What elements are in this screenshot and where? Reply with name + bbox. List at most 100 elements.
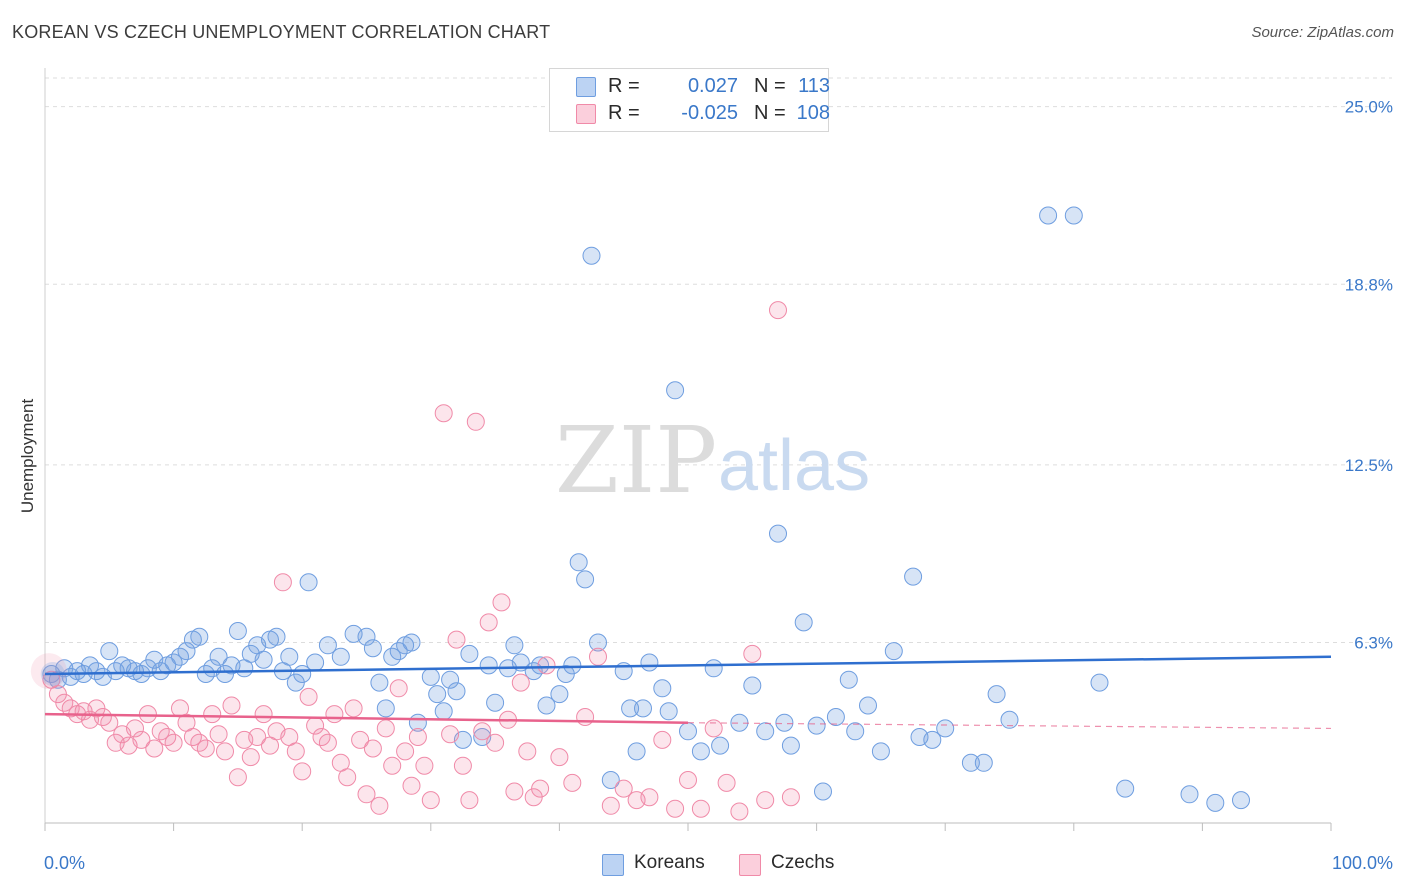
data-point [769,301,787,320]
data-point [1116,779,1135,798]
data-point [679,722,697,741]
legend-r-label: R = [608,75,640,97]
data-point [666,381,685,400]
data-point [781,788,800,807]
data-point [402,776,421,795]
data-point [518,742,537,761]
data-point [711,736,730,755]
data-point [974,753,993,772]
data-point [563,656,582,675]
y-tick-label: 18.8% [1345,275,1393,294]
data-point [447,630,466,649]
data-point [486,693,505,712]
data-point [743,644,762,663]
data-point [679,771,697,789]
data-point [357,627,376,646]
bottom-legend-swatch-czechs [739,854,761,876]
data-point [306,653,325,672]
data-point [325,705,344,724]
data-point [505,636,524,655]
data-point [704,659,723,678]
data-point [653,679,672,698]
data-point [460,644,479,663]
data-point [550,685,569,704]
data-point [576,570,595,589]
legend-n-value-czechs: 108 [796,102,830,124]
legend-swatch-czechs [576,104,596,124]
data-point [138,705,157,724]
data-point [884,642,903,661]
data-point [273,573,292,592]
data-point [376,719,395,738]
data-point [318,636,337,655]
data-point [126,719,144,738]
data-point [537,656,556,675]
data-point [807,716,826,735]
data-point [318,733,337,752]
watermark-zip: ZIP [555,407,717,514]
data-point [589,647,607,666]
legend-n-value-koreans: 113 [798,75,830,97]
data-point [209,725,228,744]
data-point [408,728,427,746]
x-tick-label: 100.0% [1332,853,1393,873]
y-tick-label: 6.3% [1354,633,1393,652]
data-point [961,753,980,772]
legend-r-label: R = [608,102,640,124]
data-point [717,773,736,792]
chart-source: Source: ZipAtlas.com [1251,24,1394,41]
trend-line-czechs [44,712,689,724]
data-point [859,696,877,715]
data-point [1180,785,1199,804]
series-czechs [42,301,800,821]
data-point [228,622,247,640]
data-point [563,773,582,792]
data-point [923,730,942,749]
bottom-legend-label-czechs: Czechs [771,852,835,873]
data-point [550,748,569,767]
data-point [293,762,312,781]
data-point [531,779,550,798]
data-point [756,722,775,741]
data-point [511,673,530,692]
data-point [453,756,472,775]
data-point [357,785,376,804]
data-point [537,696,556,715]
data-point [601,771,620,789]
data-point [434,702,453,721]
data-point [634,699,652,718]
chart-axes [44,68,1332,831]
data-point [640,653,659,672]
legend-r-value-koreans: 0.027 [687,75,738,97]
data-point [814,782,832,801]
data-point [691,799,710,818]
data-point [531,656,550,675]
trend-line-koreans [44,655,1332,676]
data-point [479,613,498,632]
data-point [428,685,447,704]
x-tick-label: 0.0% [44,853,85,873]
data-point [1039,206,1058,225]
data-point [666,799,685,818]
data-point [248,728,267,746]
data-point [614,779,633,798]
data-point [1206,793,1225,812]
scatter-points [30,206,1250,821]
data-point [216,742,234,761]
data-point [351,730,370,749]
grid-lines [45,77,1392,643]
data-point [659,702,678,721]
data-point [473,722,492,741]
legend-r-value-czechs: -0.025 [681,102,738,124]
data-point [363,639,382,658]
data-point [582,246,601,265]
data-point [756,791,775,810]
data-point [460,791,479,810]
data-point [421,791,440,810]
data-point [286,742,305,761]
data-point [363,739,382,758]
data-point [1064,206,1083,225]
y-tick-label: 25.0% [1345,98,1393,117]
trend-lines [44,655,1332,730]
